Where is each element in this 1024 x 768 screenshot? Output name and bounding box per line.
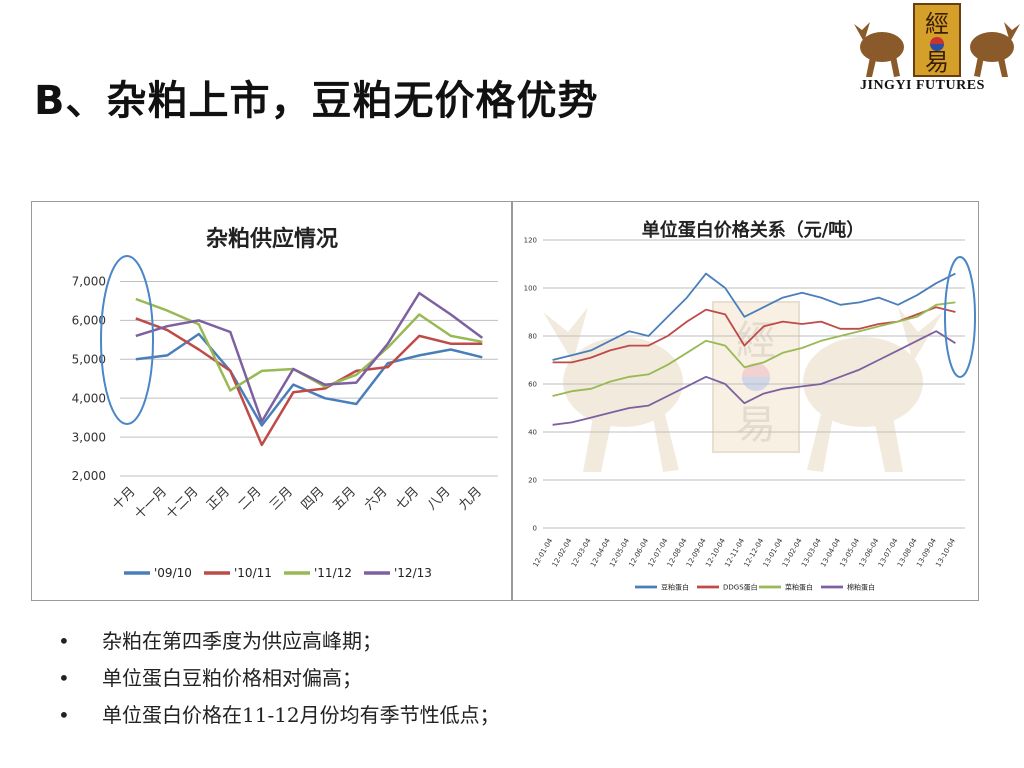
- y-tick-label: 4,000: [72, 391, 106, 405]
- x-tick-label: 十一月: [132, 484, 170, 522]
- logo-glyph-top: 經: [925, 10, 949, 38]
- y-tick-label: 20: [528, 476, 537, 484]
- legend-label: '09/10: [154, 566, 192, 580]
- x-tick-label: 五月: [330, 484, 359, 513]
- logo-glyph-bottom: 易: [925, 48, 949, 76]
- legend-label: '11/12: [314, 566, 352, 580]
- y-tick-label: 60: [528, 380, 537, 388]
- bullet-item: 杂粕在第四季度为供应高峰期；: [58, 624, 500, 661]
- x-tick-label: 九月: [456, 484, 485, 513]
- x-tick-label: 二月: [236, 484, 265, 513]
- y-tick-label: 6,000: [72, 314, 106, 328]
- series-line-3: [552, 301, 956, 397]
- legend-label: 豆粕蛋白: [661, 582, 689, 591]
- protein-price-chart-panel: 經 易 单位蛋白价格关系（元/吨） 0 20 40 60 80 100 120 12-01-…: [512, 201, 979, 601]
- logo-text: JINGYI FUTURES: [860, 78, 985, 93]
- legend-label: '10/11: [234, 566, 272, 580]
- y-tick-label: 80: [528, 332, 537, 340]
- series-line-2: [135, 317, 483, 447]
- x-tick-label: 13-10-04: [934, 537, 957, 569]
- x-tick-label: 四月: [299, 484, 328, 513]
- highlight-ellipse: [100, 255, 154, 425]
- series-line-2: [552, 306, 956, 364]
- y-tick-label: 0: [533, 524, 537, 532]
- x-tick-label: 正月: [204, 484, 233, 513]
- y-tick-label: 5,000: [72, 352, 106, 366]
- x-tick-label: 六月: [362, 484, 391, 513]
- chart-title: 单位蛋白价格关系（元/吨）: [642, 219, 865, 241]
- bullet-item: 单位蛋白豆粕价格相对偏高；: [58, 661, 500, 698]
- legend-label: DDGS蛋白: [723, 582, 758, 591]
- legend-label: 棉粕蛋白: [847, 582, 875, 591]
- y-tick-label: 40: [528, 428, 537, 436]
- series-line-1: [552, 272, 956, 361]
- slide-title: B、杂粕上市，豆粕无价格优势: [34, 78, 599, 124]
- x-tick-label: 十二月: [163, 484, 201, 522]
- x-tick-label: 三月: [267, 484, 296, 513]
- series-line-1: [135, 332, 483, 427]
- y-tick-label: 120: [524, 236, 537, 244]
- series-line-4: [135, 291, 484, 423]
- chart-title: 杂粕供应情况: [206, 226, 338, 252]
- y-tick-label: 2,000: [72, 469, 106, 483]
- legend-label: 菜粕蛋白: [785, 582, 813, 591]
- bullet-item: 单位蛋白价格在11-12月份均有季节性低点；: [58, 698, 500, 735]
- x-tick-label: 八月: [425, 484, 454, 513]
- series-line-4: [552, 330, 956, 426]
- y-tick-label: 100: [524, 284, 537, 292]
- x-tick-label: 七月: [393, 484, 422, 513]
- highlight-ellipse: [944, 256, 976, 378]
- supply-chart-panel: 杂粕供应情况 2,000 3,000 4,000 5,000 6,000 7,000 十月…: [31, 201, 512, 601]
- watermark-logo: 經 易: [543, 301, 943, 472]
- y-tick-label: 7,000: [72, 275, 106, 289]
- jingyi-logo: 經 易: [854, 3, 1020, 77]
- y-tick-label: 3,000: [72, 430, 106, 444]
- bullet-list: 杂粕在第四季度为供应高峰期； 单位蛋白豆粕价格相对偏高； 单位蛋白价格在11-1…: [58, 624, 500, 735]
- watermark-glyph-bottom: 易: [736, 402, 776, 448]
- legend-label: '12/13: [394, 566, 432, 580]
